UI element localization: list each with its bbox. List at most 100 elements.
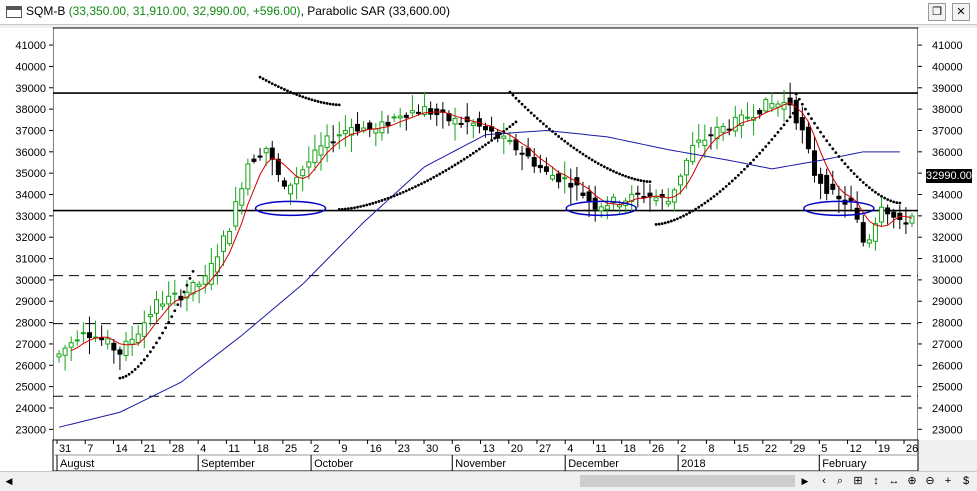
parabolic-sar-dot xyxy=(435,174,439,178)
candle-body xyxy=(105,338,111,345)
zoom-in-icon[interactable]: ⊕ xyxy=(907,475,917,487)
candle-body xyxy=(787,97,793,106)
chevron-left-icon[interactable]: ‹ xyxy=(822,475,826,487)
y-tick-label-left: 38000 xyxy=(15,104,46,116)
y-tick-label-left: 37000 xyxy=(15,125,46,137)
parabolic-sar-dot xyxy=(121,376,125,379)
candle-body xyxy=(245,163,251,190)
parabolic-sar-dot xyxy=(316,100,320,103)
parabolic-sar-dot xyxy=(874,190,877,194)
zoom-out-icon[interactable]: ⊖ xyxy=(925,475,935,487)
right-axis-panel xyxy=(918,28,977,440)
parabolic-sar-dot xyxy=(566,142,570,145)
scrollbar-thumb[interactable] xyxy=(580,475,795,487)
candle-body xyxy=(568,182,574,188)
parabolic-sar-dot xyxy=(148,350,152,354)
y-tick-label-right: 40000 xyxy=(932,61,963,73)
parabolic-sar-dot xyxy=(478,147,481,151)
candle-body xyxy=(470,122,476,127)
y-tick-label-right: 33000 xyxy=(932,211,963,223)
chart-window-titlebar: SQM-B (33,350.00, 31,910.00, 32,990.00, … xyxy=(0,0,977,25)
parabolic-sar-dot xyxy=(870,188,874,192)
month-label: 2018 xyxy=(681,458,705,470)
parabolic-sar-dot xyxy=(423,180,426,184)
y-tick-label-left: 24000 xyxy=(15,403,46,415)
plus-icon[interactable]: + xyxy=(944,475,952,487)
y-tick-label-right: 37000 xyxy=(932,125,963,137)
candle-body xyxy=(604,205,610,210)
candle-body xyxy=(300,169,306,177)
parabolic-sar-dot xyxy=(727,182,731,186)
search-icon[interactable]: ⌕ xyxy=(836,475,844,487)
candle-body xyxy=(324,135,330,149)
x-tick-label: 31 xyxy=(59,443,71,455)
scroll-vertical-icon[interactable]: ↕ xyxy=(873,475,879,487)
candle-body xyxy=(696,139,702,143)
candle-body xyxy=(763,99,769,112)
scroll-toolbar: ◀ ▶ ‹ ⌕ ⊞ ↕ ↔ ⊕ ⊖ + $ xyxy=(0,471,977,491)
y-tick-label-right: 39000 xyxy=(932,83,963,95)
parabolic-sar-dot xyxy=(447,167,451,171)
y-tick-label-left: 29000 xyxy=(15,296,46,308)
candle-body xyxy=(342,130,348,135)
y-tick-label-right: 30000 xyxy=(932,275,963,287)
candle-body xyxy=(251,158,257,162)
candle-body xyxy=(501,135,507,139)
restore-button[interactable]: ❐ xyxy=(928,3,946,21)
x-tick-label: 11 xyxy=(228,443,239,455)
candle-body xyxy=(677,175,683,186)
candle-body xyxy=(708,134,714,137)
parabolic-sar-dot xyxy=(721,187,725,191)
dollar-icon[interactable]: $ xyxy=(962,475,970,487)
parabolic-sar-dot xyxy=(749,161,752,165)
x-tick-label: 16 xyxy=(370,443,382,455)
x-tick-label: 15 xyxy=(737,443,749,455)
candle-body xyxy=(172,292,178,295)
parabolic-sar-dot xyxy=(703,201,707,205)
candle-body xyxy=(117,349,123,355)
scroll-right-button[interactable]: ▶ xyxy=(801,476,809,486)
parabolic-sar-dot xyxy=(484,143,487,147)
parabolic-sar-dot xyxy=(697,205,701,209)
parabolic-sar-dot xyxy=(849,169,853,172)
month-label: February xyxy=(822,458,867,470)
y-tick-label-left: 41000 xyxy=(15,40,46,52)
y-tick-label-left: 28000 xyxy=(15,318,46,330)
parabolic-sar-dot xyxy=(788,115,792,119)
candle-body xyxy=(367,122,373,130)
parabolic-sar-dot xyxy=(155,341,158,345)
parabolic-sar-dot xyxy=(517,99,521,103)
parabolic-sar-dot xyxy=(663,221,667,225)
parabolic-sar-dot xyxy=(834,151,838,155)
chart-window-icon xyxy=(6,6,22,18)
scroll-horizontal-icon[interactable]: ↔ xyxy=(888,475,900,487)
candle-body xyxy=(659,193,665,198)
candle-body xyxy=(166,295,172,305)
scroll-left-button[interactable]: ◀ xyxy=(5,476,13,486)
parabolic-sar-dot xyxy=(770,138,774,141)
price-chart[interactable]: 23000 23000 24000 24000 25000 25000 26000 26000… xyxy=(0,24,977,471)
parabolic-sar-dot xyxy=(389,195,393,199)
candle-body xyxy=(86,332,92,339)
highlight-ellipse xyxy=(254,200,327,217)
candle-body xyxy=(866,239,872,244)
parabolic-sar-dot xyxy=(867,186,871,190)
parabolic-sar-dot xyxy=(660,222,664,226)
candle-body xyxy=(860,222,866,243)
parabolic-sar-dot xyxy=(813,121,816,125)
parabolic-sar-dot xyxy=(377,200,381,203)
parabolic-sar-dot xyxy=(764,145,768,148)
parabolic-sar-dot xyxy=(593,160,597,164)
candle-body xyxy=(830,183,836,190)
parabolic-sar-dot xyxy=(325,102,329,105)
candle-body xyxy=(239,188,245,206)
parabolic-sar-dot xyxy=(785,119,789,123)
candle-body xyxy=(556,173,562,183)
candle-body xyxy=(653,197,659,202)
parabolic-sar-dot xyxy=(609,168,612,172)
close-button[interactable]: ✕ xyxy=(952,3,970,21)
y-tick-label-right: 26000 xyxy=(932,360,963,372)
parabolic-sar-dot xyxy=(724,184,728,188)
candle-body xyxy=(543,166,549,172)
scale-icon[interactable]: ⊞ xyxy=(853,475,863,487)
